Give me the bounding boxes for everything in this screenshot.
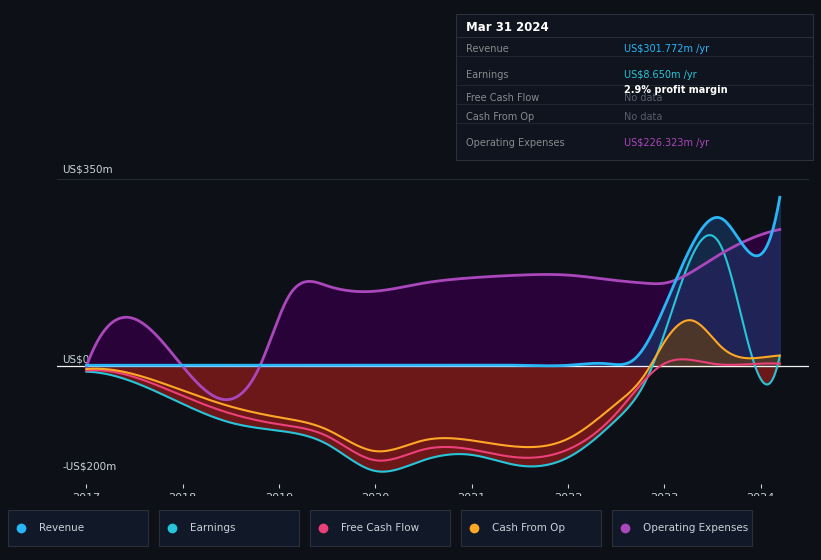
Text: 2.9% profit margin: 2.9% profit margin — [623, 85, 727, 95]
FancyBboxPatch shape — [612, 510, 752, 546]
Text: US$350m: US$350m — [62, 164, 113, 174]
Text: Revenue: Revenue — [466, 44, 509, 54]
Text: Cash From Op: Cash From Op — [492, 523, 565, 533]
Text: Operating Expenses: Operating Expenses — [643, 523, 748, 533]
Text: Earnings: Earnings — [190, 523, 235, 533]
Text: US$301.772m /yr: US$301.772m /yr — [623, 44, 709, 54]
Text: Cash From Op: Cash From Op — [466, 111, 534, 122]
Text: Free Cash Flow: Free Cash Flow — [466, 93, 539, 102]
FancyBboxPatch shape — [8, 510, 148, 546]
Text: US$8.650m /yr: US$8.650m /yr — [623, 70, 696, 80]
Text: No data: No data — [623, 111, 662, 122]
Text: No data: No data — [623, 93, 662, 102]
Text: Earnings: Earnings — [466, 70, 509, 80]
Text: US$0: US$0 — [62, 354, 89, 364]
Text: US$226.323m /yr: US$226.323m /yr — [623, 138, 709, 148]
FancyBboxPatch shape — [461, 510, 601, 546]
Text: Free Cash Flow: Free Cash Flow — [341, 523, 419, 533]
Text: Mar 31 2024: Mar 31 2024 — [466, 21, 549, 34]
Text: Operating Expenses: Operating Expenses — [466, 138, 565, 148]
Text: -US$200m: -US$200m — [62, 461, 117, 472]
Text: Revenue: Revenue — [39, 523, 84, 533]
FancyBboxPatch shape — [310, 510, 450, 546]
FancyBboxPatch shape — [159, 510, 299, 546]
